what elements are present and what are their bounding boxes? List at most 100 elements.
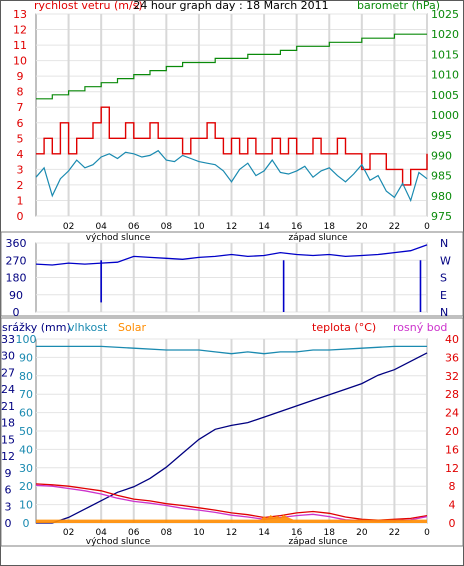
left-tick-label: 4 — [17, 148, 24, 161]
series-line-1-2 — [36, 33, 427, 100]
temperature-tick-label: 20 — [445, 425, 459, 438]
rain-tick-label: 15 — [1, 433, 15, 446]
x-tick-label: 02 — [63, 528, 74, 538]
panel-box-3 — [0, 317, 464, 547]
left-tick-label: 12 — [13, 24, 27, 37]
x-tick-label: 22 — [389, 528, 400, 538]
humidity-tick-label: 60 — [19, 407, 33, 420]
humidity-tick-label: 50 — [19, 425, 33, 438]
x-tick-label: 12 — [226, 222, 237, 232]
right-tick-label: 980 — [431, 190, 452, 203]
left-tick-label: 9 — [17, 70, 24, 83]
left-tick-label: 6 — [17, 117, 24, 130]
left-tick-label: 2 — [17, 179, 24, 192]
right-tick-label: 975 — [431, 210, 452, 223]
wind-pressure-panel: 0123456789101112139759809859909951000100… — [13, 0, 459, 243]
temperature-tick-label: 8 — [449, 480, 456, 493]
right-tick-label: 1015 — [431, 48, 459, 61]
legend-temperature: teplota (°C) — [312, 321, 376, 334]
rain-tick-label: 21 — [1, 400, 15, 413]
direction-tick-label: 90 — [9, 289, 23, 302]
compass-label: W — [440, 254, 451, 267]
direction-tick-label: 270 — [6, 254, 27, 267]
direction-tick-label: 0 — [13, 306, 20, 319]
humidity-tick-label: 80 — [19, 370, 33, 383]
series-line-3-1 — [36, 345, 427, 355]
humidity-tick-label: 100 — [16, 333, 37, 346]
rain-tick-label: 24 — [1, 383, 15, 396]
legend-rain: srážky (mm) — [2, 321, 71, 334]
compass-label: N — [440, 306, 448, 319]
humidity-tick-label: 90 — [19, 351, 33, 364]
x-tick-label: 08 — [161, 222, 173, 232]
x-tick-label: 08 — [161, 528, 173, 538]
rain-tick-label: 6 — [5, 484, 12, 497]
temperature-tick-label: 28 — [445, 388, 459, 401]
left-axis-label: rychlost vetru (m/s) — [34, 0, 143, 12]
x-tick-label: 20 — [356, 222, 368, 232]
legend-solar: Solar — [118, 321, 147, 334]
series-group-3 — [35, 345, 428, 524]
left-tick-label: 3 — [17, 163, 24, 176]
x-tick-label: 20 — [356, 528, 368, 538]
right-tick-label: 1025 — [431, 8, 459, 21]
series-line-3-0 — [36, 352, 428, 524]
x-tick-label: 02 — [63, 222, 74, 232]
right-axis-label: barometr (hPa) — [357, 0, 440, 12]
left-tick-label: 5 — [17, 132, 24, 145]
humidity-tick-label: 0 — [23, 517, 30, 530]
temperature-tick-label: 12 — [445, 462, 459, 475]
compass-label: E — [440, 289, 447, 302]
x-tick-label: 12 — [226, 528, 237, 538]
temperature-tick-label: 16 — [445, 443, 459, 456]
rain-tick-label: 3 — [5, 500, 12, 513]
right-tick-label: 1010 — [431, 69, 459, 82]
compass-label: S — [440, 272, 447, 285]
x-tick-label: 18 — [324, 222, 336, 232]
x-tick-label: 16 — [291, 528, 303, 538]
x-tick-label: 10 — [193, 528, 205, 538]
sunrise-label-1: východ slunce — [86, 233, 151, 243]
x-tick-label: 18 — [324, 528, 336, 538]
x-tick-label: 04 — [95, 528, 107, 538]
rain-tick-label: 27 — [1, 366, 15, 379]
left-tick-label: 10 — [13, 55, 27, 68]
x-tick-label: 06 — [128, 222, 140, 232]
legend-dewpoint: rosný bod — [393, 321, 447, 334]
left-tick-label: 1 — [17, 194, 24, 207]
left-tick-label: 13 — [13, 8, 27, 21]
x-tick-label: 14 — [258, 528, 270, 538]
series-line-1-1 — [35, 149, 428, 203]
rain-tick-label: 12 — [1, 450, 15, 463]
solar-area — [36, 514, 427, 523]
right-tick-label: 1005 — [431, 89, 459, 102]
series-line-3-2 — [35, 483, 428, 521]
left-tick-label: 8 — [17, 86, 24, 99]
left-tick-label: 7 — [17, 101, 24, 114]
humidity-tick-label: 20 — [19, 480, 33, 493]
sunset-label-3: západ slunce — [288, 537, 348, 547]
temperature-tick-label: 32 — [445, 370, 459, 383]
direction-tick-label: 180 — [6, 272, 27, 285]
series-group-1 — [35, 33, 428, 203]
sunrise-label-3: východ slunce — [86, 537, 151, 547]
temperature-tick-label: 36 — [445, 351, 459, 364]
humidity-tick-label: 40 — [19, 443, 33, 456]
rain-tick-label: 30 — [1, 350, 15, 363]
compass-label: N — [440, 237, 448, 250]
humidity-tick-label: 30 — [19, 462, 33, 475]
x-tick-label: 06 — [128, 528, 140, 538]
x-tick-label: 10 — [193, 222, 205, 232]
chart-title: 24 hour graph day : 18 March 2011 — [133, 0, 328, 12]
ticks-group-3: 0102030405060708090100036912151821242730… — [1, 333, 459, 538]
left-tick-label: 0 — [17, 210, 24, 223]
x-tick-label: 16 — [291, 222, 303, 232]
ticks-group-1: 0123456789101112139759809859909951000100… — [13, 8, 459, 232]
right-tick-label: 985 — [431, 170, 452, 183]
temperature-tick-label: 0 — [449, 517, 456, 530]
humidity-tick-label: 10 — [19, 499, 33, 512]
temperature-tick-label: 40 — [445, 333, 459, 346]
legend-humidity: vlhkost — [68, 321, 108, 334]
